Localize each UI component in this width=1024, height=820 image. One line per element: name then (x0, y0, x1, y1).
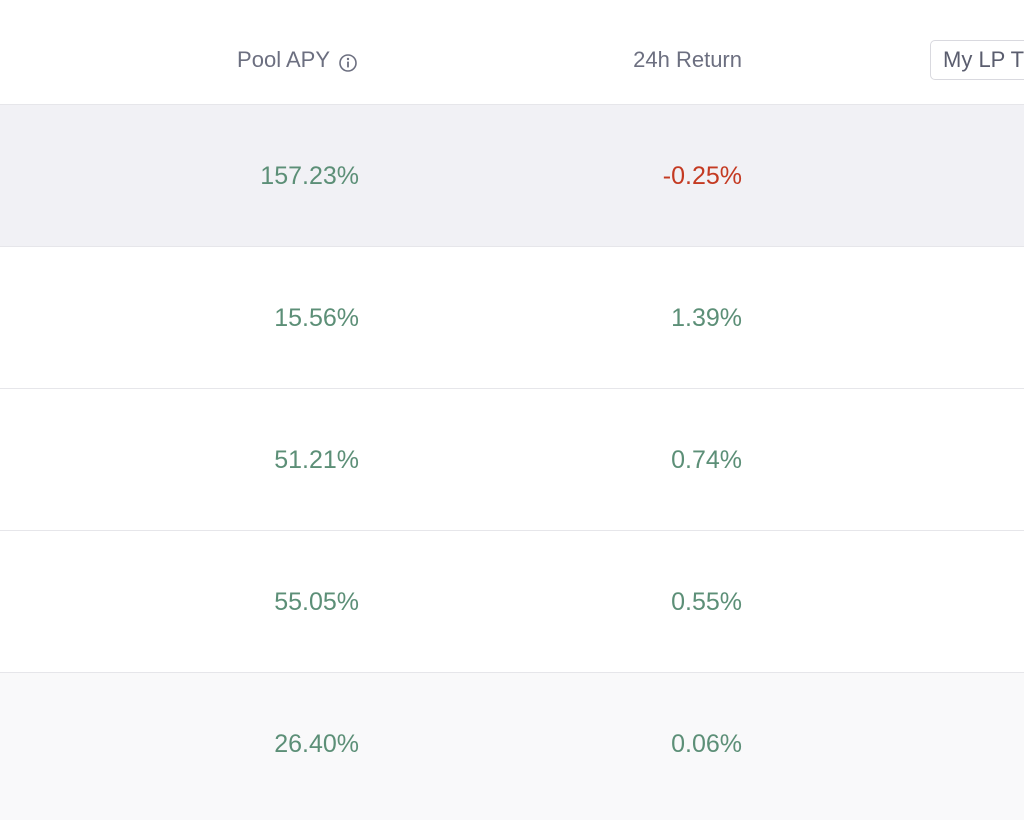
table-row[interactable]: 51.21% 0.74% (0, 389, 1024, 531)
table-row[interactable]: 157.23% -0.25% (0, 105, 1024, 247)
table-header: Pool APY 24h Return My LP T (0, 0, 1024, 105)
return-value: 1.39% (671, 304, 742, 332)
pool-apy-label: Pool APY (237, 47, 330, 72)
table-row[interactable]: 55.05% 0.55% (0, 531, 1024, 673)
return-value: -0.25% (662, 162, 742, 190)
table-row[interactable]: 15.56% 1.39% (0, 247, 1024, 389)
pool-apy-value: 26.40% (274, 730, 359, 758)
return-value: 0.55% (671, 588, 742, 616)
pool-apy-column-header[interactable]: Pool APY (237, 44, 358, 76)
pool-apy-value: 51.21% (274, 446, 359, 474)
return-value: 0.06% (671, 730, 742, 758)
pool-apy-value: 157.23% (260, 162, 359, 190)
table-row[interactable]: 26.40% 0.06% (0, 673, 1024, 820)
pool-apy-value: 55.05% (274, 588, 359, 616)
return-value: 0.74% (671, 446, 742, 474)
return-column-header[interactable]: 24h Return (633, 47, 742, 72)
pool-apy-value: 15.56% (274, 304, 359, 332)
my-lp-toggle-button[interactable]: My LP T (930, 40, 1024, 80)
info-icon[interactable] (338, 50, 358, 72)
